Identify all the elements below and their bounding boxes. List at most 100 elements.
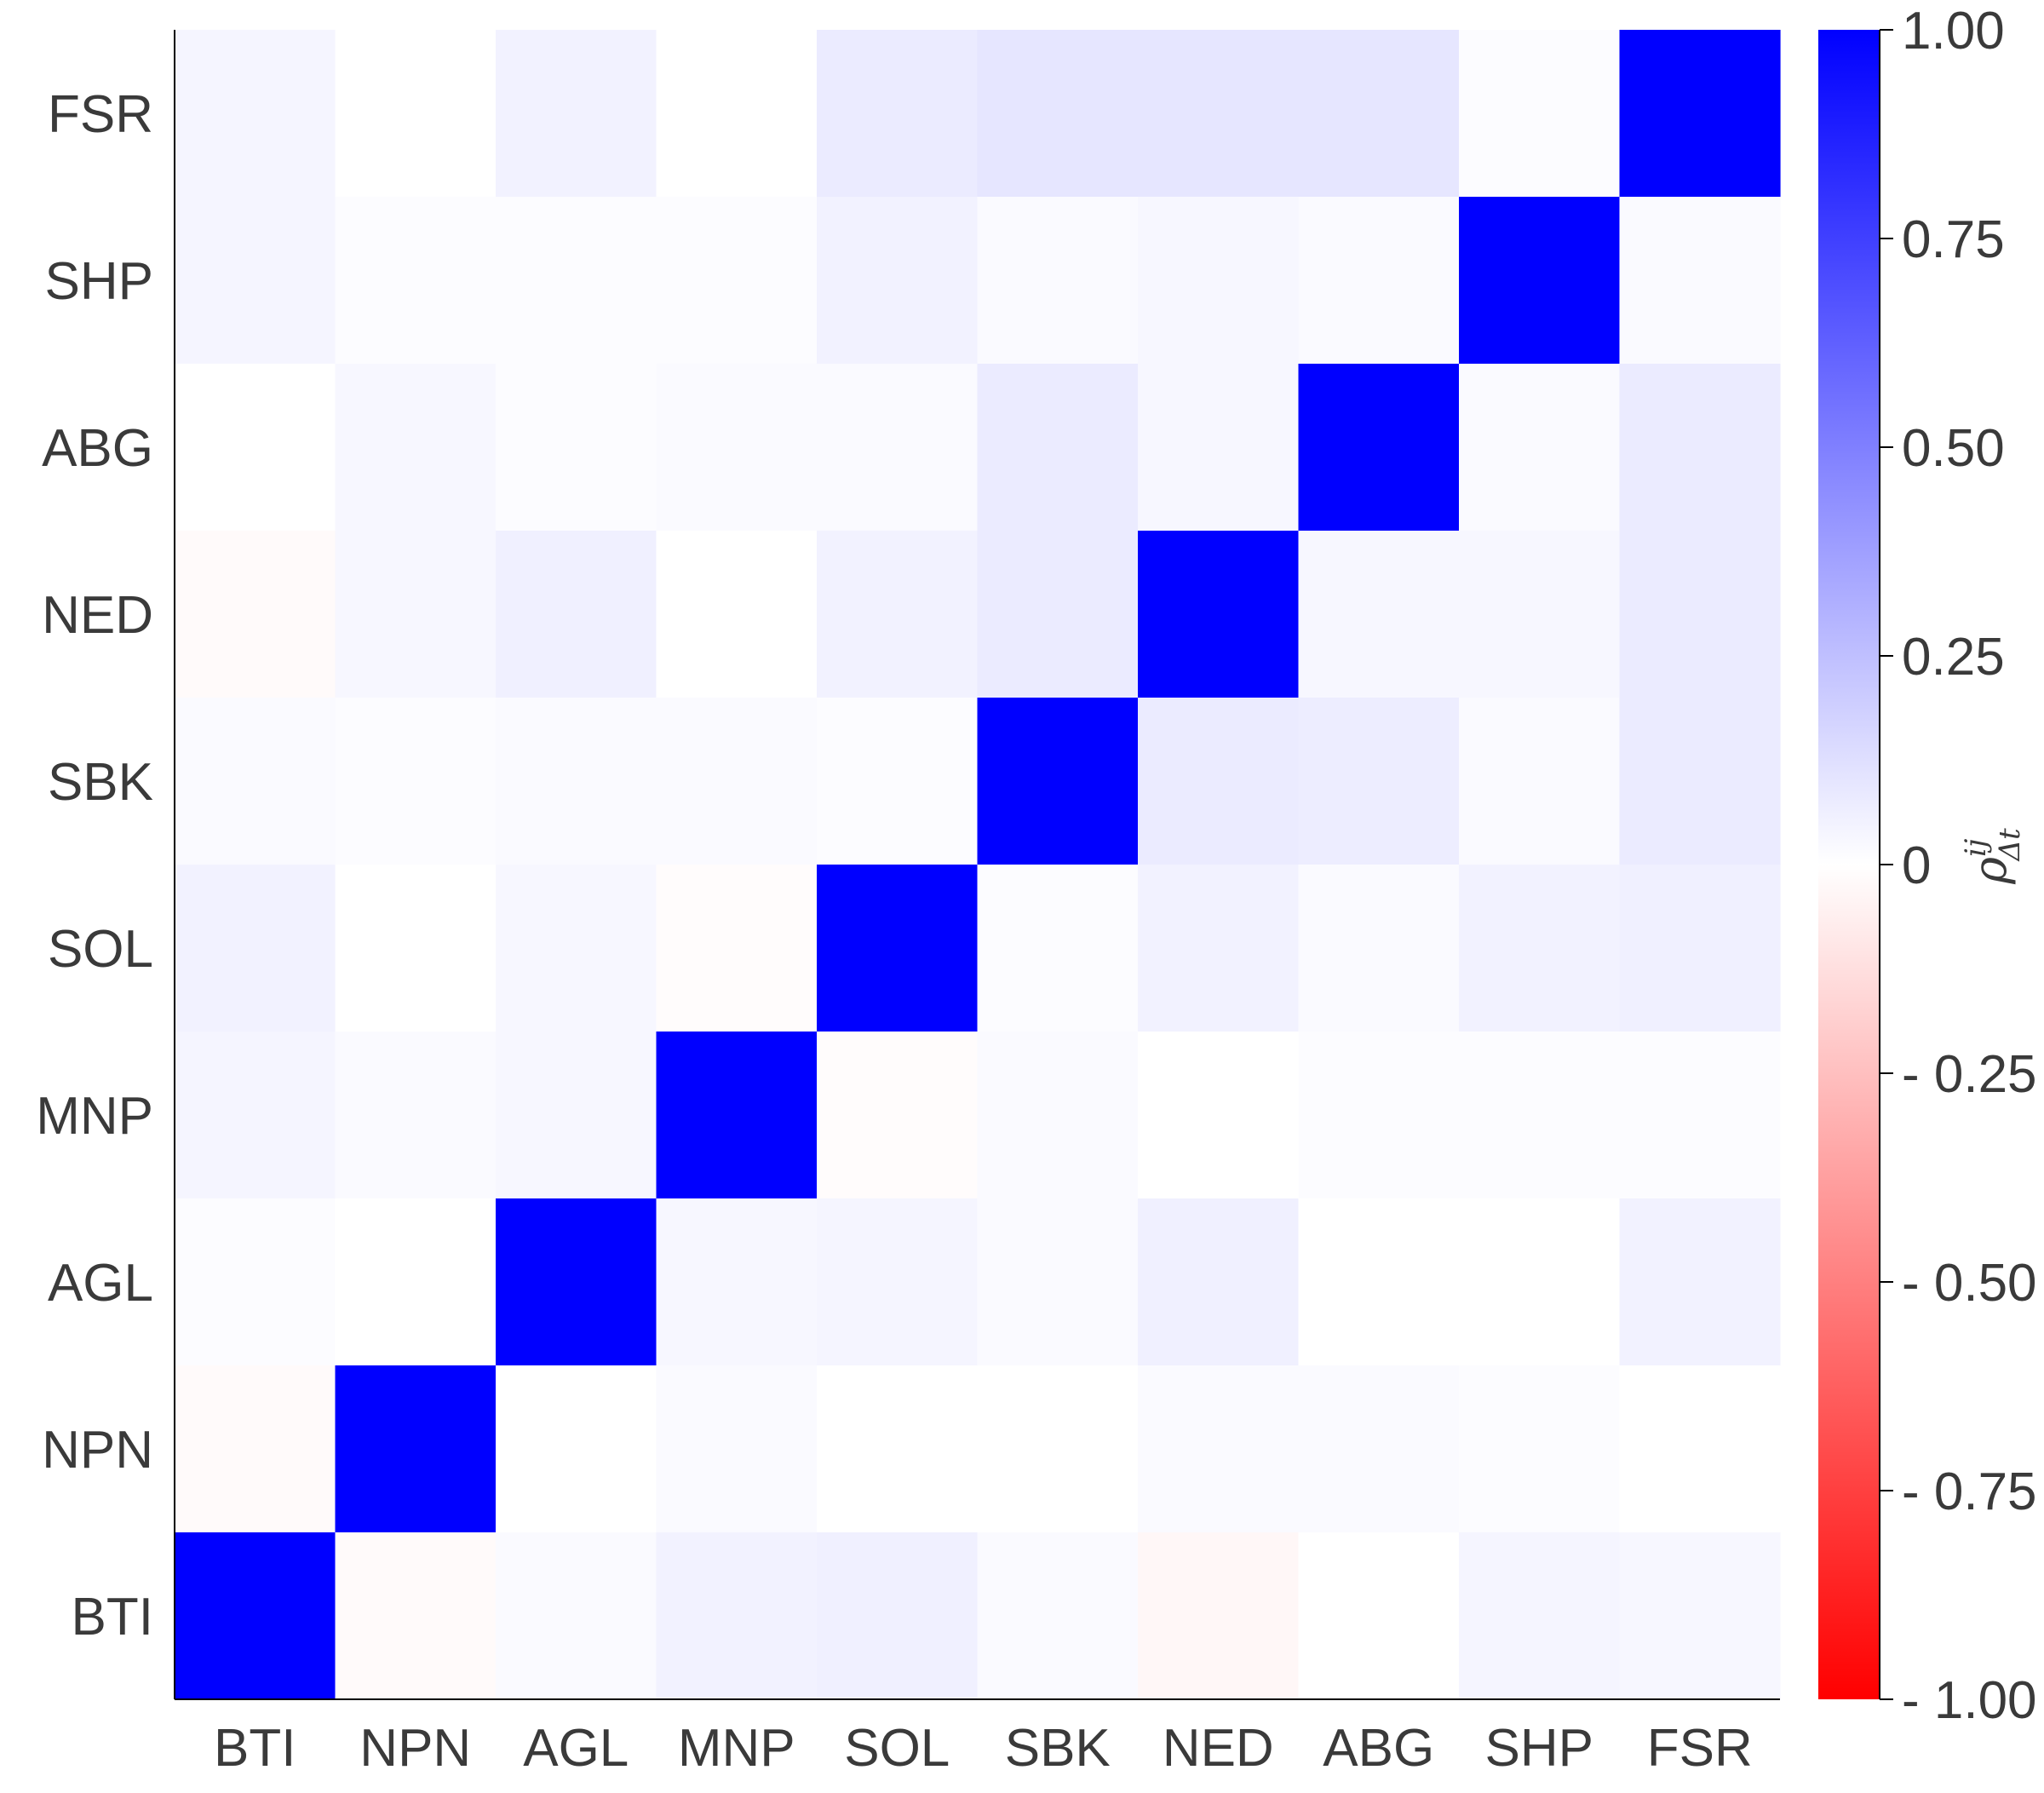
heatmap-cell-NED-ABG: [1298, 531, 1460, 698]
heatmap-cell-NPN-ABG: [1298, 1365, 1460, 1533]
heatmap-cell-SOL-AGL: [496, 865, 657, 1032]
heatmap-cell-MNP-FSR: [1619, 1032, 1781, 1199]
heatmap-axes: [174, 30, 1780, 1700]
heatmap-cell-MNP-SHP: [1459, 1032, 1621, 1199]
heatmap-cell-SOL-SOL: [817, 865, 979, 1032]
x-tick-label-FSR: FSR: [1647, 1719, 1753, 1778]
heatmap-cell-SHP-NED: [1138, 197, 1300, 365]
colorbar-tick-label: 0.75: [1902, 210, 2005, 269]
heatmap-cell-MNP-SBK: [977, 1032, 1139, 1199]
heatmap-cell-AGL-NPN: [335, 1198, 497, 1366]
y-tick-label-NPN: NPN: [42, 1421, 153, 1480]
heatmap-cell-BTI-NED: [1138, 1532, 1300, 1700]
heatmap-cell-NPN-FSR: [1619, 1365, 1781, 1533]
heatmap-cell-BTI-SBK: [977, 1532, 1139, 1700]
heatmap-cell-SBK-NPN: [335, 698, 497, 865]
heatmap-cell-NED-BTI: [175, 531, 336, 698]
heatmap-cell-BTI-NPN: [335, 1532, 497, 1700]
heatmap-cell-SOL-FSR: [1619, 865, 1781, 1032]
heatmap-cells: [175, 30, 1781, 1700]
heatmap-cell-MNP-NED: [1138, 1032, 1300, 1199]
heatmap-cell-MNP-MNP: [656, 1032, 818, 1199]
heatmap-cell-AGL-ABG: [1298, 1198, 1460, 1366]
heatmap-cell-FSR-SOL: [817, 30, 979, 198]
x-tick-label-SBK: SBK: [1005, 1719, 1111, 1778]
heatmap-cell-SBK-BTI: [175, 698, 336, 865]
heatmap-cell-SHP-NPN: [335, 197, 497, 365]
heatmap-cell-SBK-AGL: [496, 698, 657, 865]
colorbar-gradient: [1818, 30, 1880, 1699]
y-axis-tick-labels: FSR SHP ABG NED SBK SOL MNP AGL NPN BTI: [36, 85, 153, 1646]
heatmap-cell-MNP-NPN: [335, 1032, 497, 1199]
heatmap-cell-ABG-SHP: [1459, 364, 1621, 532]
heatmap-cell-SHP-FSR: [1619, 197, 1781, 365]
y-tick-label-FSR: FSR: [48, 85, 153, 144]
heatmap-cell-SBK-ABG: [1298, 698, 1460, 865]
heatmap-cell-ABG-ABG: [1298, 364, 1460, 532]
colorbar-tick-label: - 1.00: [1902, 1671, 2037, 1730]
y-tick-label-SBK: SBK: [48, 753, 153, 812]
heatmap-cell-MNP-ABG: [1298, 1032, 1460, 1199]
y-tick-label-SHP: SHP: [45, 252, 153, 311]
colorbar-label: ρijΔt: [1959, 828, 2027, 885]
heatmap-cell-FSR-NPN: [335, 30, 497, 198]
heatmap-cell-NED-FSR: [1619, 531, 1781, 698]
heatmap-cell-ABG-BTI: [175, 364, 336, 532]
heatmap-cell-SHP-AGL: [496, 197, 657, 365]
heatmap-cell-ABG-NPN: [335, 364, 497, 532]
heatmap-cell-AGL-FSR: [1619, 1198, 1781, 1366]
heatmap-cell-SOL-SHP: [1459, 865, 1621, 1032]
heatmap-cell-FSR-AGL: [496, 30, 657, 198]
heatmap-cell-NPN-SHP: [1459, 1365, 1621, 1533]
y-tick-label-NED: NED: [42, 586, 153, 645]
x-tick-label-AGL: AGL: [523, 1719, 629, 1778]
heatmap-cell-FSR-ABG: [1298, 30, 1460, 198]
heatmap-cell-NPN-NED: [1138, 1365, 1300, 1533]
heatmap-cell-SBK-FSR: [1619, 698, 1781, 865]
heatmap-cell-AGL-SOL: [817, 1198, 979, 1366]
heatmap-cell-ABG-MNP: [656, 364, 818, 532]
heatmap-cell-AGL-NED: [1138, 1198, 1300, 1366]
heatmap-cell-NED-SHP: [1459, 531, 1621, 698]
x-tick-label-NPN: NPN: [359, 1719, 471, 1778]
heatmap-cell-NED-MNP: [656, 531, 818, 698]
x-tick-label-SOL: SOL: [844, 1719, 950, 1778]
heatmap-cell-ABG-SOL: [817, 364, 979, 532]
heatmap-cell-ABG-AGL: [496, 364, 657, 532]
heatmap-cell-ABG-NED: [1138, 364, 1300, 532]
colorbar-tick-label: - 0.75: [1902, 1463, 2037, 1521]
y-tick-label-SOL: SOL: [48, 920, 153, 979]
heatmap-cell-BTI-FSR: [1619, 1532, 1781, 1700]
heatmap-cell-NED-NPN: [335, 531, 497, 698]
heatmap-cell-MNP-AGL: [496, 1032, 657, 1199]
heatmap-cell-NPN-NPN: [335, 1365, 497, 1533]
heatmap-cell-SOL-MNP: [656, 865, 818, 1032]
colorbar-tick-label: - 0.25: [1902, 1045, 2037, 1104]
heatmap-cell-BTI-BTI: [175, 1532, 336, 1700]
heatmap-cell-BTI-SOL: [817, 1532, 979, 1700]
y-tick-label-MNP: MNP: [36, 1087, 153, 1146]
heatmap-cell-AGL-SHP: [1459, 1198, 1621, 1366]
y-tick-label-ABG: ABG: [42, 419, 153, 478]
heatmap-cell-SHP-BTI: [175, 197, 336, 365]
x-tick-label-SHP: SHP: [1485, 1719, 1593, 1778]
colorbar: 1.00 0.75 0.50 0.25 0 - 0.25 - 0.50 - 0.75 - 1.0…: [1818, 2, 2037, 1730]
colorbar-tick-label: - 0.50: [1902, 1254, 2037, 1313]
heatmap-cell-NED-NED: [1138, 531, 1300, 698]
heatmap-cell-AGL-BTI: [175, 1198, 336, 1366]
heatmap-cell-BTI-AGL: [496, 1532, 657, 1700]
heatmap-cell-SHP-SHP: [1459, 197, 1621, 365]
heatmap-cell-SHP-SBK: [977, 197, 1139, 365]
y-tick-label-BTI: BTI: [72, 1588, 153, 1646]
heatmap-cell-SHP-ABG: [1298, 197, 1460, 365]
heatmap-cell-FSR-MNP: [656, 30, 818, 198]
x-tick-label-BTI: BTI: [214, 1719, 296, 1778]
heatmap-cell-FSR-BTI: [175, 30, 336, 198]
colorbar-tick-label: 0.25: [1902, 628, 2005, 687]
heatmap-cell-SHP-MNP: [656, 197, 818, 365]
heatmap-cell-SBK-SHP: [1459, 698, 1621, 865]
y-tick-label-AGL: AGL: [48, 1254, 153, 1313]
heatmap-cell-SOL-BTI: [175, 865, 336, 1032]
heatmap-cell-BTI-SHP: [1459, 1532, 1621, 1700]
